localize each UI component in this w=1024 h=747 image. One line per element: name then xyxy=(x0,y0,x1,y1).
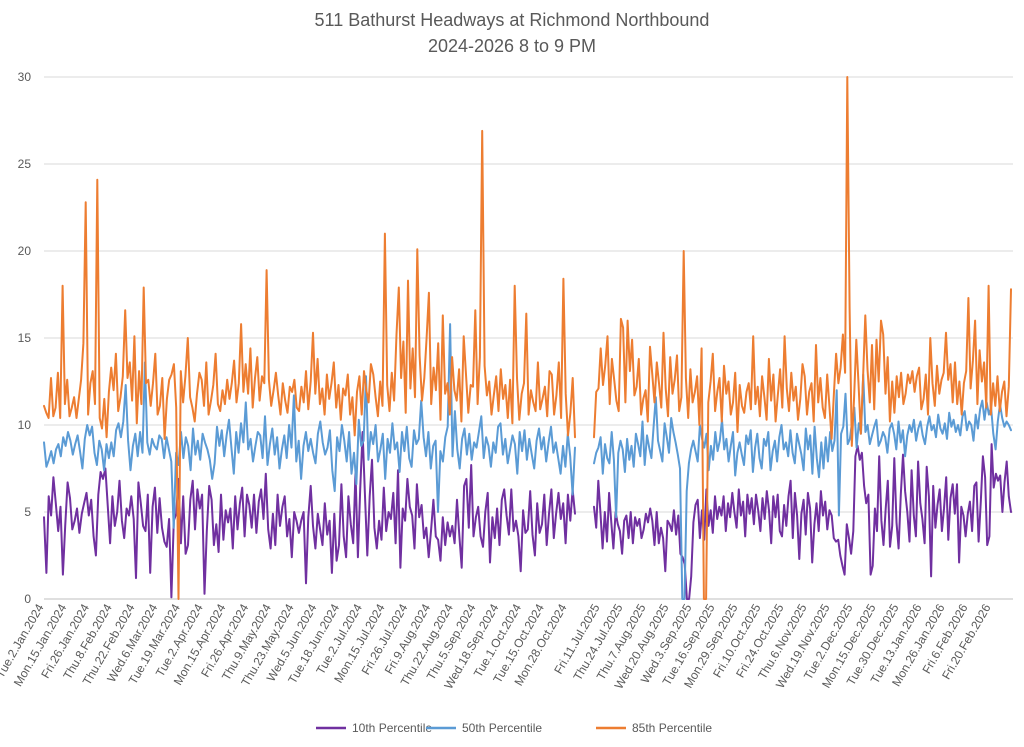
y-axis-tick-labels: 0 5 10 15 20 25 30 xyxy=(18,70,32,606)
y-tick-label: 20 xyxy=(18,244,32,258)
series-line-10th-percentile xyxy=(593,443,1012,600)
y-tick-label: 15 xyxy=(18,331,32,345)
legend-label: 10th Percentile xyxy=(352,721,432,735)
series-line-85th-percentile xyxy=(593,76,1012,600)
legend-label: 85th Percentile xyxy=(632,721,712,735)
y-tick-label: 0 xyxy=(24,592,31,606)
legend: 10th Percentile 50th Percentile 85th Perce… xyxy=(316,721,712,735)
chart-subtitle: 2024-2026 8 to 9 PM xyxy=(428,36,596,56)
series-line-50th-percentile xyxy=(43,323,576,529)
series-lines xyxy=(43,76,1012,600)
series-line-85th-percentile xyxy=(43,129,576,600)
gridlines xyxy=(44,76,1013,600)
legend-label: 50th Percentile xyxy=(462,721,542,735)
y-tick-label: 10 xyxy=(18,418,32,432)
series-line-50th-percentile xyxy=(593,373,1012,600)
series-line-10th-percentile xyxy=(43,431,576,599)
y-tick-label: 25 xyxy=(18,157,32,171)
chart-title: 511 Bathurst Headways at Richmond Northb… xyxy=(315,10,710,30)
y-tick-label: 5 xyxy=(24,505,31,519)
x-axis-tick-labels: Tue.2.Jan.2024Mon.15.Jan.2024Fri.26.Jan.… xyxy=(0,601,994,691)
y-tick-label: 30 xyxy=(18,70,32,84)
